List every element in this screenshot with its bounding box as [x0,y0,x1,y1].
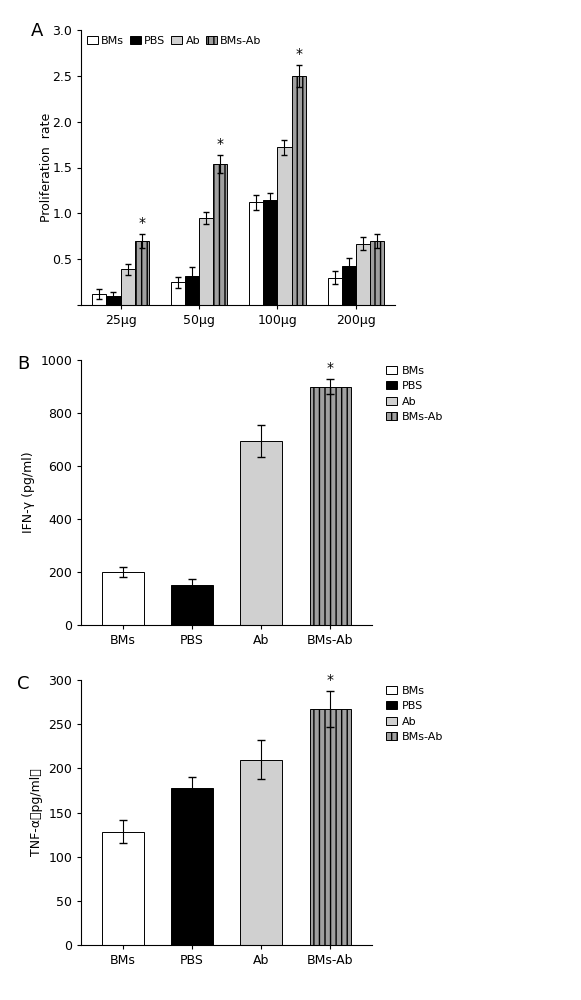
Bar [92,294,106,305]
Bar [292,76,306,305]
Bar [102,572,144,625]
Legend: BMs, PBS, Ab, BMs-Ab: BMs, PBS, Ab, BMs-Ab [386,686,443,742]
Bar [171,585,213,625]
Bar [185,276,199,305]
Text: C: C [17,675,30,693]
Bar [106,296,121,305]
Bar [310,386,351,625]
Text: *: * [295,47,302,61]
Text: A: A [31,22,44,40]
Bar [199,218,213,305]
Legend: BMs, PBS, Ab, BMs-Ab: BMs, PBS, Ab, BMs-Ab [386,366,443,422]
Y-axis label: Proliferation  rate: Proliferation rate [40,113,53,222]
Bar [241,441,282,625]
Text: *: * [138,216,145,230]
Bar [310,709,351,945]
Bar [171,788,213,945]
Bar [249,202,263,305]
Bar [328,277,342,305]
Bar [213,164,227,305]
Bar [278,147,292,305]
Bar [241,760,282,945]
Text: *: * [327,673,334,687]
Bar [263,200,278,305]
Y-axis label: IFN-γ (pg/ml): IFN-γ (pg/ml) [22,452,35,533]
Text: *: * [217,137,224,151]
Legend: BMs, PBS, Ab, BMs-Ab: BMs, PBS, Ab, BMs-Ab [87,36,261,46]
Bar [135,241,149,305]
Text: B: B [17,355,30,373]
Text: *: * [327,361,334,375]
Bar [342,266,356,305]
Bar [121,269,135,305]
Bar [370,241,384,305]
Y-axis label: TNF-α（pg/ml）: TNF-α（pg/ml） [30,769,43,856]
Bar [356,244,370,305]
Bar [171,282,185,305]
Bar [102,832,144,945]
